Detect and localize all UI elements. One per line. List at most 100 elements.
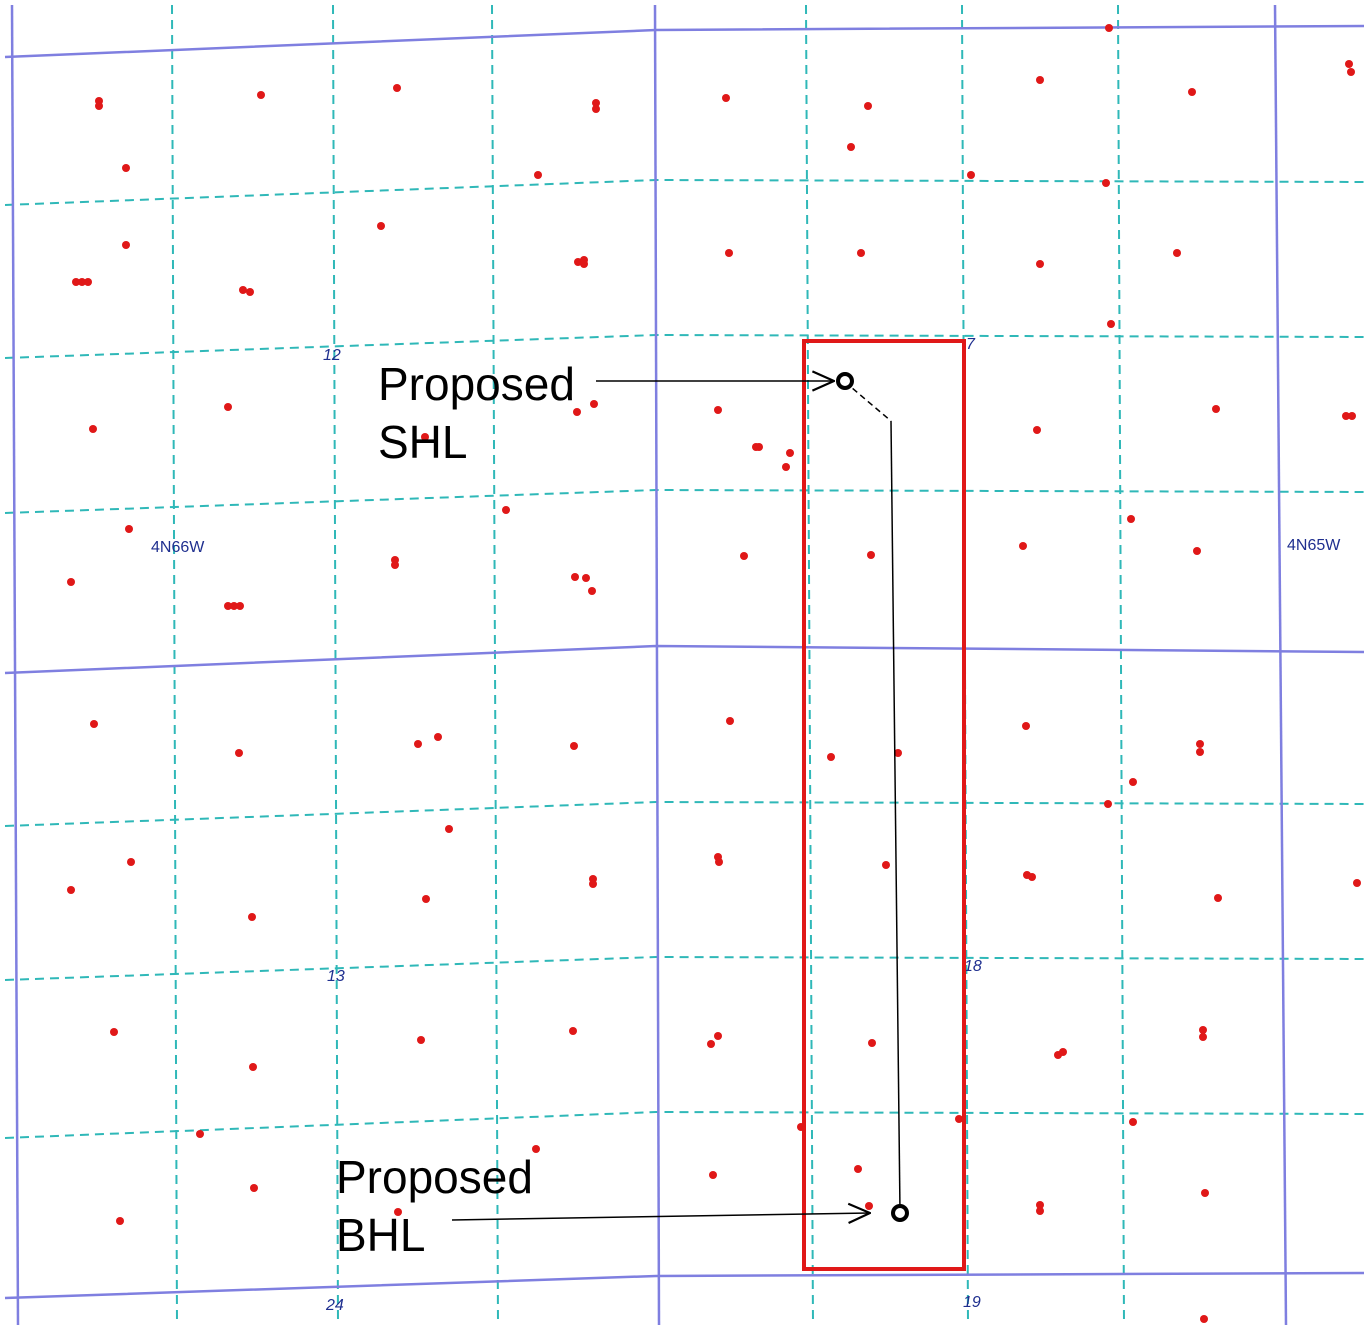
- well-dot: [1199, 1026, 1207, 1034]
- well-dot: [1036, 1207, 1044, 1215]
- section-label-18: 18: [964, 958, 982, 975]
- well-dot: [532, 1145, 540, 1153]
- well-dot: [570, 742, 578, 750]
- quarter-line: [4, 955, 1364, 981]
- well-dot: [569, 1027, 577, 1035]
- wellbore-path: [844, 381, 901, 1213]
- well-dot: [592, 105, 600, 113]
- well-dot: [1107, 320, 1115, 328]
- well-dot: [1019, 542, 1027, 550]
- well-dot: [1348, 412, 1356, 420]
- well-dot: [592, 99, 600, 107]
- well-dot: [1033, 426, 1041, 434]
- well-dot: [393, 84, 401, 92]
- well-dot: [582, 574, 590, 582]
- well-dot: [1193, 547, 1201, 555]
- well-dot: [1196, 748, 1204, 756]
- well-dot: [122, 241, 130, 249]
- well-dot: [571, 573, 579, 581]
- shl-label-line1: Proposed: [378, 358, 575, 410]
- well-dot: [230, 602, 238, 610]
- well-dot: [434, 733, 442, 741]
- well-dot: [421, 433, 429, 441]
- well-dot: [1102, 179, 1110, 187]
- well-dot: [580, 260, 588, 268]
- well-dot: [67, 578, 75, 586]
- well-dot: [224, 602, 232, 610]
- well-dot: [78, 278, 86, 286]
- well-dot: [72, 278, 80, 286]
- well-dot: [394, 1208, 402, 1216]
- well-dot: [1059, 1048, 1067, 1056]
- quarter-line: [4, 800, 1364, 827]
- well-dot: [1200, 1315, 1208, 1323]
- well-dot: [1347, 68, 1355, 76]
- well-dot: [250, 1184, 258, 1192]
- well-dot: [248, 913, 256, 921]
- well-dot: [257, 91, 265, 99]
- well-dot: [1105, 24, 1113, 32]
- well-dot: [196, 1130, 204, 1138]
- well-dot: [707, 1040, 715, 1048]
- well-dot: [1127, 515, 1135, 523]
- well-dot: [445, 825, 453, 833]
- shl-marker: [836, 372, 854, 390]
- well-dot: [588, 587, 596, 595]
- well-dot: [95, 102, 103, 110]
- well-dot: [725, 249, 733, 257]
- bhl-arrow: [451, 1213, 870, 1220]
- well-dot: [1022, 722, 1030, 730]
- bhl-label-line1: Proposed: [336, 1151, 533, 1203]
- well-dot: [1345, 60, 1353, 68]
- well-dot: [882, 861, 890, 869]
- well-dot: [589, 880, 597, 888]
- quarter-line: [491, 4, 499, 1326]
- section-label-13: 13: [327, 968, 345, 985]
- section-label-19: 19: [963, 1294, 981, 1311]
- well-dot: [867, 551, 875, 559]
- well-dot: [125, 525, 133, 533]
- well-dot: [1201, 1189, 1209, 1197]
- well-dot: [573, 408, 581, 416]
- quarter-line: [805, 4, 814, 1326]
- quarter-line: [4, 1110, 1364, 1139]
- well-dot: [715, 858, 723, 866]
- township-line: [653, 4, 661, 1326]
- well-dot: [1028, 873, 1036, 881]
- well-dot: [502, 506, 510, 514]
- well-dot: [868, 1039, 876, 1047]
- well-dot: [224, 403, 232, 411]
- well-dot: [249, 1063, 257, 1071]
- township-lines: [4, 4, 1364, 1326]
- well-dot: [955, 1115, 963, 1123]
- well-dot: [246, 288, 254, 296]
- bhl-marker: [891, 1204, 909, 1222]
- well-dot: [847, 143, 855, 151]
- well-dot: [414, 740, 422, 748]
- section-label-12: 12: [323, 347, 341, 364]
- well-dot: [1212, 405, 1220, 413]
- well-dot: [422, 895, 430, 903]
- well-dot: [726, 717, 734, 725]
- well-dot: [590, 400, 598, 408]
- well-dot: [1196, 740, 1204, 748]
- well-dot: [1036, 1201, 1044, 1209]
- well-dot: [1036, 76, 1044, 84]
- well-dot: [236, 602, 244, 610]
- well-dot: [1036, 260, 1044, 268]
- well-dot: [714, 1032, 722, 1040]
- well-dot: [967, 171, 975, 179]
- well-dot: [417, 1036, 425, 1044]
- well-dot: [90, 720, 98, 728]
- well-dot: [67, 886, 75, 894]
- well-dot: [116, 1217, 124, 1225]
- well-dot: [709, 1171, 717, 1179]
- well-dot: [894, 749, 902, 757]
- well-dot: [110, 1028, 118, 1036]
- well-dot: [755, 443, 763, 451]
- well-dot: [857, 249, 865, 257]
- well-dot: [239, 286, 247, 294]
- well-dot: [1188, 88, 1196, 96]
- well-dot: [1199, 1033, 1207, 1041]
